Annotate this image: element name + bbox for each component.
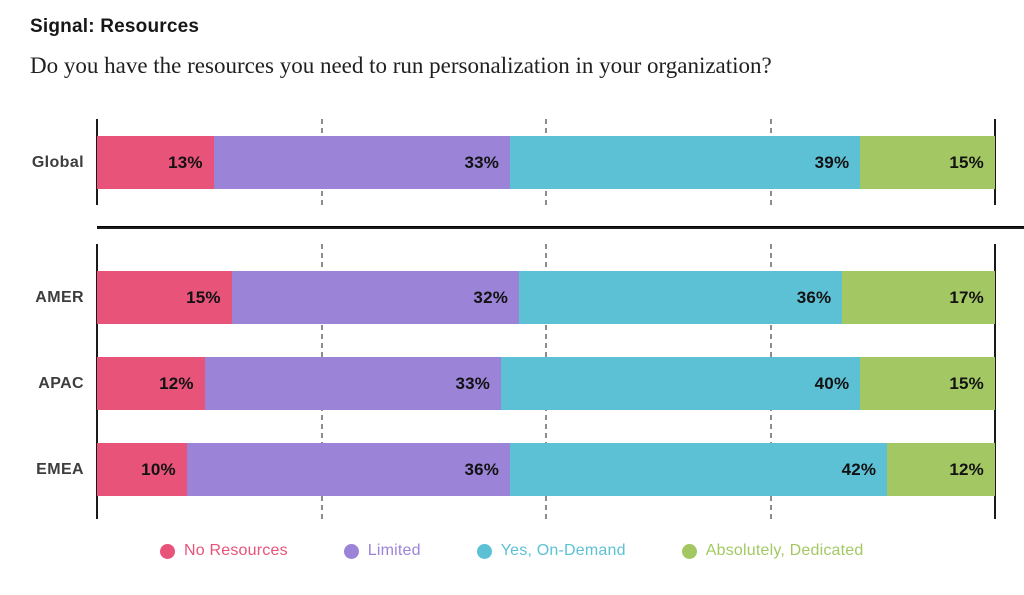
global-chart: Global 13% 33% 39% 15% (32, 119, 996, 205)
legend-dot-icon (681, 543, 697, 559)
legend-label: No Resources (184, 542, 288, 559)
regional-chart: AMER 15% 32% 36% 17% APAC 12% 33% 40% 15% EMEA 10% 3… (35, 244, 996, 519)
legend-label: Limited (367, 542, 421, 559)
segment-value-label: 15% (949, 152, 984, 172)
segment-value-label: 33% (464, 152, 500, 172)
bar-segment-limited: 33% (213, 136, 511, 189)
bar-segment-limited: 33% (204, 357, 502, 410)
segment-value-label: 17% (949, 287, 984, 307)
segment-value-label: 40% (814, 373, 850, 393)
bar-row-apac: APAC 12% 33% 40% 15% (38, 357, 995, 410)
segment-value-label: 39% (814, 152, 850, 172)
bar-segment-yes-on-demand: 39% (510, 136, 861, 189)
bar-segment-no-resources: 12% (97, 357, 205, 410)
stacked-bar: 15% 32% 36% 17% (97, 271, 995, 324)
chart-kicker: Signal: Resources (30, 16, 200, 37)
bar-segment-absolutely-dedicated: 12% (887, 443, 995, 496)
row-label: APAC (38, 374, 84, 392)
segment-value-label: 10% (141, 459, 176, 479)
bar-segment-no-resources: 10% (97, 443, 187, 496)
legend-item-absolutely-dedicated: Absolutely, Dedicated (681, 542, 864, 560)
legend: No Resources Limited Yes, On-Demand Absolut… (160, 542, 1024, 560)
bar-segment-limited: 36% (186, 443, 511, 496)
bar-segment-absolutely-dedicated: 17% (842, 271, 995, 324)
segment-value-label: 32% (473, 287, 509, 307)
report-page: Signal: Resources Do you have the resour… (0, 16, 1024, 560)
bar-row-amer: AMER 15% 32% 36% 17% (35, 271, 995, 324)
axis-line-right (994, 244, 996, 519)
bar-segment-absolutely-dedicated: 15% (860, 136, 995, 189)
segment-value-label: 15% (949, 373, 984, 393)
segment-value-label: 36% (796, 287, 832, 307)
section-divider (97, 226, 1024, 229)
stacked-bar: 10% 36% 42% 12% (97, 443, 995, 496)
segment-value-label: 12% (949, 459, 984, 479)
bar-segment-yes-on-demand: 36% (519, 271, 843, 324)
row-label: Global (31, 153, 84, 171)
stacked-bar: 13% 33% 39% 15% (97, 136, 995, 189)
segment-value-label: 36% (464, 459, 500, 479)
bar-segment-yes-on-demand: 40% (501, 357, 861, 410)
segment-value-label: 15% (186, 287, 221, 307)
bar-segment-yes-on-demand: 42% (510, 443, 888, 496)
axis-line-right (994, 119, 996, 205)
row-label: EMEA (36, 460, 84, 478)
bar-segment-no-resources: 13% (97, 136, 214, 189)
legend-item-no-resources: No Resources (160, 542, 288, 560)
legend-item-yes-on-demand: Yes, On-Demand (476, 542, 626, 560)
legend-dot-icon (476, 543, 492, 559)
legend-label: Yes, On-Demand (500, 542, 626, 559)
segment-value-label: 33% (455, 373, 491, 393)
bar-segment-absolutely-dedicated: 15% (860, 357, 995, 410)
segment-value-label: 42% (841, 459, 877, 479)
segment-value-label: 12% (159, 373, 194, 393)
chart-question: Do you have the resources you need to ru… (30, 53, 772, 78)
bar-row-emea: EMEA 10% 36% 42% 12% (36, 443, 995, 496)
legend-label: Absolutely, Dedicated (705, 542, 864, 559)
legend-dot-icon (160, 543, 175, 559)
stacked-bar: 12% 33% 40% 15% (97, 357, 995, 410)
bar-segment-no-resources: 15% (97, 271, 232, 324)
bar-segment-limited: 32% (231, 271, 520, 324)
segment-value-label: 13% (168, 152, 203, 172)
bar-row-global: Global 13% 33% 39% 15% (32, 136, 995, 189)
legend-item-limited: Limited (343, 542, 421, 560)
legend-dot-icon (343, 543, 359, 559)
row-label: AMER (35, 288, 84, 306)
